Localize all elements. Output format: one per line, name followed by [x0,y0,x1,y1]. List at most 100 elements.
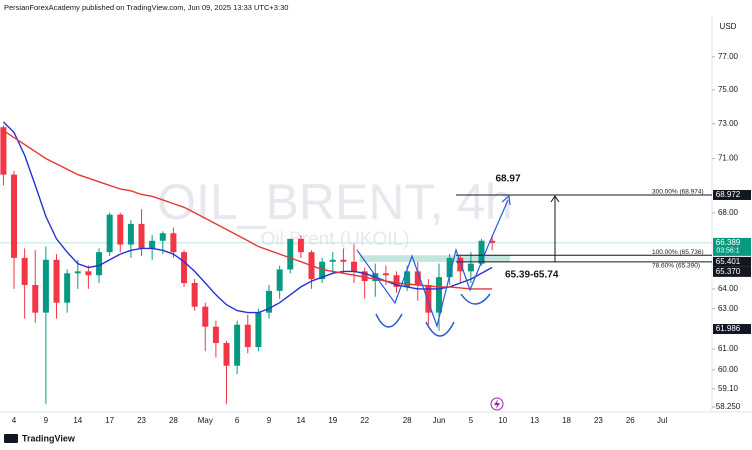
x-tick-label: 6 [235,416,240,425]
y-tick-label: 77.00 [718,52,739,61]
candle-body [287,238,294,270]
price-badge-label: 68.972 [716,190,741,199]
x-tick-label: 14 [73,416,82,425]
candle-body [361,271,368,282]
candle-body [457,257,464,272]
candle-body [42,259,49,313]
price-badge-label: 66.389 [716,238,741,247]
measure-arrow [550,195,560,203]
fib-label: 100.00% (65.736) [652,249,704,256]
x-tick-label: 9 [267,416,272,425]
candle-body [74,271,81,274]
x-tick-label: 22 [360,416,369,425]
candle-body [191,283,198,307]
x-tick-label: 26 [626,416,635,425]
price-badge: 65.401 [713,256,751,267]
candle-body [138,223,145,249]
x-tick-label: 17 [105,416,114,425]
currency: USD [720,22,737,31]
y-tick-label: 71.00 [718,154,739,163]
candle-body [244,324,251,348]
candle-body [425,284,432,313]
price-badge-label: 65.370 [716,267,741,276]
candle-body [181,252,188,284]
target-arrow [487,199,509,247]
x-tick-label: 23 [594,416,603,425]
x-tick-label: 4 [12,416,17,425]
zone-label: 65.39-65.74 [505,270,559,281]
x-tick-label: 28 [169,416,178,425]
price-badge: 68.972 [713,189,751,200]
moving-average [2,121,493,314]
brand: TradingView [22,433,76,443]
y-tick-label: 61.00 [718,344,739,353]
candle-body [319,261,326,280]
y-tick-label: 63.00 [718,304,739,313]
fib-label: 78.60% (65.390) [652,263,700,270]
candle-body [223,342,230,366]
price-badge-bg [713,266,751,277]
right-shoulder [460,293,491,305]
y-tick-label: 60.00 [718,365,739,374]
event-bolt [494,399,500,409]
x-tick-label: 23 [137,416,146,425]
candle-body [85,271,92,276]
candle-body [212,326,219,343]
candle-body [234,324,241,366]
countdown: 03:56:1 [716,248,739,255]
x-tick-label: 10 [498,416,507,425]
candle-body [393,275,400,287]
head [425,321,455,337]
candle-body [0,127,7,175]
candle-body [202,306,209,327]
candle-body [127,223,134,245]
candle-body [117,214,124,245]
candle-body [53,259,60,303]
x-tick-label: 9 [44,416,49,425]
candle-body [11,174,18,258]
candle-body [329,259,336,262]
candle-body [96,252,103,276]
candle-body [446,257,453,278]
zone [359,255,510,262]
price-badge-label: 61.986 [716,324,741,333]
x-tick-label: 19 [328,416,337,425]
candle-body [159,233,166,241]
y-tick-label: 73.00 [718,119,739,128]
brand-logo [4,434,18,443]
candle-body [149,240,156,249]
candle-body [478,240,485,264]
pattern-lines [356,245,489,329]
candle-body [382,273,389,276]
x-tick-label: 14 [296,416,305,425]
price-badge-bg [713,256,751,267]
plot: 77.00 75.00 73.00 71.00 68.00 64.00 63.00 61.00… [0,52,741,425]
watermark: OIL_BRENT, 4h [157,174,513,230]
x-tick-label: 28 [403,416,412,425]
candle-body [297,238,304,253]
candle-body [340,259,347,262]
x-tick-label: Jun [433,416,446,425]
left-shoulder [375,313,403,328]
candle-body [276,269,283,291]
price-badge: 65.370 [713,266,751,277]
fib-label: 300.00% (68.974) [652,189,704,196]
header: PersianForexAcademy published on Trading… [4,3,288,12]
price-badge-bg [713,324,751,335]
candle-body [106,214,113,253]
y-tick-label: 64.00 [718,284,739,293]
moving-average [3,130,493,290]
candle-body [467,263,474,272]
price-badge: 61.986 [713,324,751,335]
candle-body [255,312,262,348]
x-tick-label: Jul [657,416,667,425]
candle-body [404,271,411,287]
y-tick-label: 75.00 [718,85,739,94]
target-label: 68.97 [495,174,520,185]
arrow-head [501,194,511,206]
y-tick-label: 59.10 [718,384,739,393]
y-tick-label: 68.00 [718,208,739,217]
